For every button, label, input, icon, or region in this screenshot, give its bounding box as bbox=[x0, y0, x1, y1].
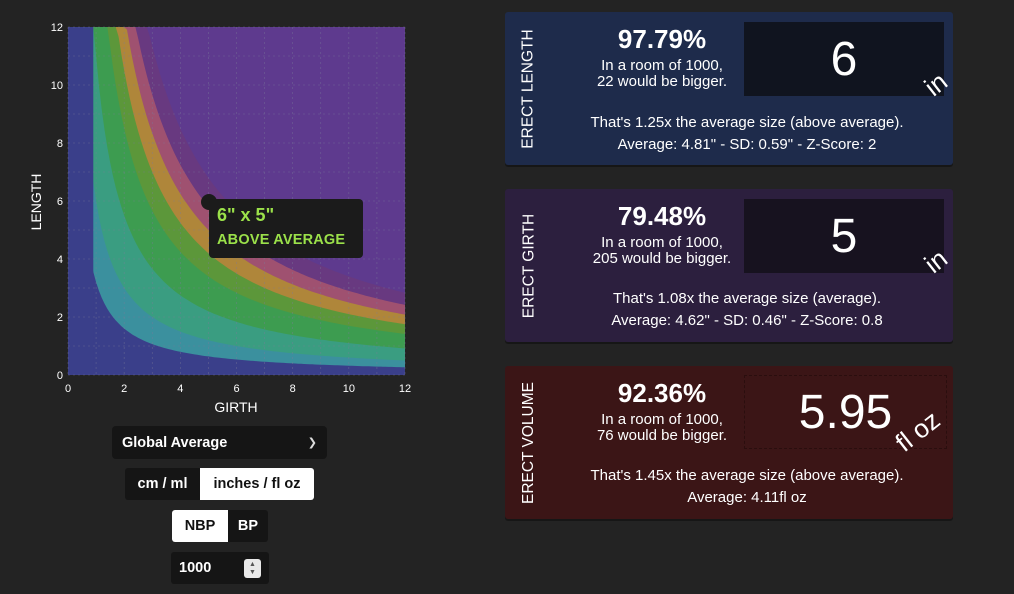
y-tick-label: 8 bbox=[57, 138, 63, 150]
length-card: ERECT LENGTH 97.79% In a room of 1000, 2… bbox=[505, 12, 953, 165]
length-value-box[interactable]: 6 bbox=[744, 22, 944, 96]
x-tick-label: 0 bbox=[65, 383, 71, 395]
x-tick-label: 12 bbox=[399, 383, 411, 395]
length-room-line2: 22 would be bigger. bbox=[596, 73, 728, 90]
y-tick-label: 6 bbox=[57, 196, 63, 208]
length-comparison: That's 1.25x the average size (above ave… bbox=[590, 114, 904, 131]
bp-option-bp[interactable]: BP bbox=[237, 518, 259, 534]
girth-percentile: 79.48% bbox=[617, 201, 707, 231]
girth-card: ERECT GIRTH 79.48% In a room of 1000, 20… bbox=[505, 189, 953, 342]
girth-value-box[interactable]: 5 bbox=[744, 199, 944, 273]
girth-room-line2: 205 would be bigger. bbox=[592, 250, 732, 267]
girth-value[interactable]: 5 bbox=[830, 209, 858, 263]
units-option-imperial[interactable]: inches / fl oz bbox=[200, 468, 314, 500]
tooltip-label: ABOVE AVERAGE bbox=[217, 232, 346, 248]
spinner-down-icon[interactable]: ▼ bbox=[249, 568, 256, 576]
x-tick-label: 4 bbox=[177, 383, 183, 395]
bp-option-nbp[interactable]: NBP bbox=[172, 510, 228, 542]
size-chart[interactable]: 0 2 4 6 8 10 12 0 2 4 6 8 10 12 GIRTH LENGTH bbox=[0, 0, 430, 420]
girth-stats: Average: 4.62" - SD: 0.46" - Z-Score: 0.… bbox=[611, 312, 883, 329]
preset-select[interactable]: Global Average ❯ bbox=[112, 426, 327, 459]
y-axis-label: LENGTH bbox=[28, 174, 44, 231]
preset-select-value: Global Average bbox=[122, 434, 228, 451]
volume-room-line1: In a room of 1000, bbox=[601, 411, 723, 428]
volume-value-box[interactable]: 5.95 bbox=[744, 375, 947, 449]
percentile-band-base bbox=[68, 27, 405, 375]
girth-room-line1: In a room of 1000, bbox=[601, 234, 723, 251]
spinner-up-icon[interactable]: ▲ bbox=[249, 560, 256, 568]
x-axis-label: GIRTH bbox=[214, 399, 257, 415]
x-axis-ticks: 0 2 4 6 8 10 12 bbox=[65, 383, 411, 395]
volume-percentile: 92.36% bbox=[617, 378, 707, 408]
x-tick-label: 2 bbox=[121, 383, 127, 395]
chart-tooltip: 6" x 5" ABOVE AVERAGE bbox=[209, 199, 363, 258]
x-tick-label: 6 bbox=[233, 383, 239, 395]
volume-card-title: ERECT VOLUME bbox=[520, 381, 537, 504]
y-tick-label: 2 bbox=[57, 312, 63, 324]
number-spinner[interactable]: ▲ ▼ bbox=[244, 559, 261, 578]
x-tick-label: 8 bbox=[290, 383, 296, 395]
x-tick-label: 10 bbox=[343, 383, 355, 395]
length-room-line1: In a room of 1000, bbox=[601, 57, 723, 74]
length-percentile: 97.79% bbox=[617, 24, 707, 54]
y-axis-ticks: 0 2 4 6 8 10 12 bbox=[51, 22, 63, 382]
volume-card: ERECT VOLUME 92.36% In a room of 1000, 7… bbox=[505, 366, 953, 519]
length-stats: Average: 4.81" - SD: 0.59" - Z-Score: 2 bbox=[617, 136, 877, 153]
tooltip-size: 6" x 5" bbox=[217, 205, 275, 225]
y-tick-label: 0 bbox=[57, 370, 63, 382]
volume-comparison: That's 1.45x the average size (above ave… bbox=[590, 467, 904, 484]
sample-size-value: 1000 bbox=[179, 560, 212, 576]
girth-comparison: That's 1.08x the average size (average). bbox=[612, 290, 881, 307]
sample-size-input[interactable]: 1000 ▲ ▼ bbox=[171, 552, 269, 584]
volume-stats: Average: 4.11fl oz bbox=[687, 489, 807, 506]
volume-value[interactable]: 5.95 bbox=[798, 385, 893, 439]
units-toggle[interactable]: cm / ml inches / fl oz bbox=[125, 468, 314, 500]
length-value[interactable]: 6 bbox=[830, 32, 858, 86]
grid-lines bbox=[67, 26, 406, 376]
y-tick-label: 12 bbox=[51, 22, 63, 34]
chevron-down-icon: ❯ bbox=[307, 437, 317, 449]
length-card-title: ERECT LENGTH bbox=[520, 28, 537, 149]
volume-room-line2: 76 would be bigger. bbox=[596, 427, 728, 444]
y-tick-label: 4 bbox=[57, 254, 63, 266]
y-tick-label: 10 bbox=[51, 80, 63, 92]
units-option-metric[interactable]: cm / ml bbox=[137, 476, 188, 492]
girth-card-title: ERECT GIRTH bbox=[520, 213, 537, 318]
bp-toggle[interactable]: NBP BP bbox=[172, 510, 268, 542]
